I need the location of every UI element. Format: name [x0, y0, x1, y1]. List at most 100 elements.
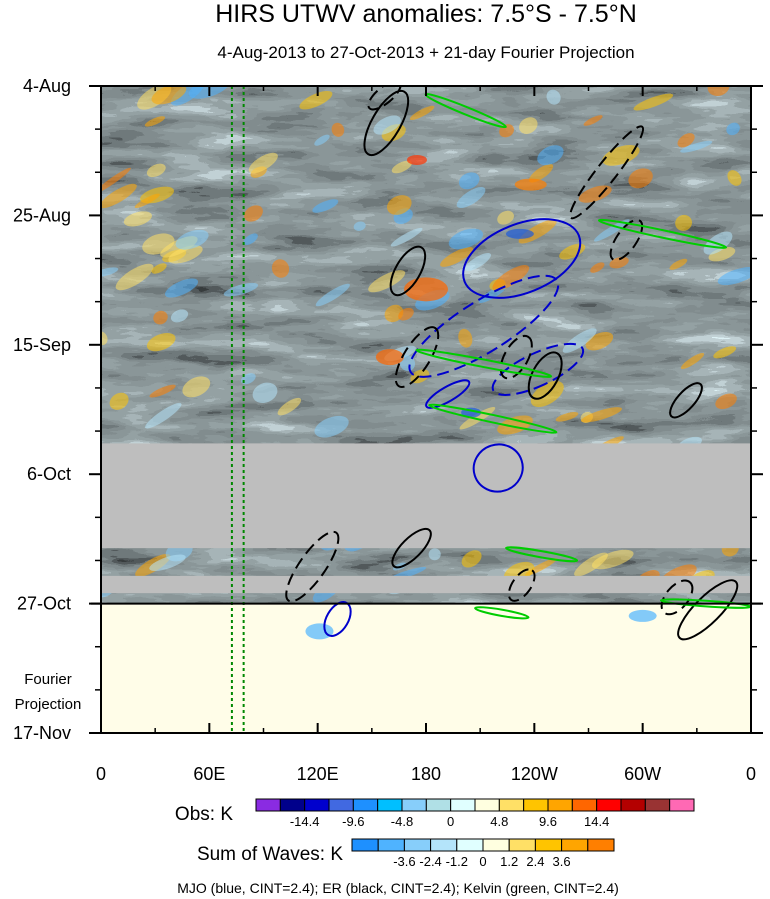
colorbar-swatch	[644, 798, 671, 812]
anomaly-blob	[562, 328, 597, 353]
x-tick-label: 120E	[297, 764, 339, 784]
colorbar-swatch	[498, 798, 525, 812]
anomaly-blob	[146, 163, 166, 178]
anomaly-feature	[406, 154, 427, 165]
anomaly-blob	[248, 152, 278, 174]
colorbar-tick-label: -4.8	[391, 814, 413, 829]
anomaly-blob	[456, 186, 486, 209]
anomaly-blob	[464, 252, 491, 272]
anomaly-blob	[559, 243, 586, 260]
colorbar-swatch	[508, 838, 536, 852]
colorbar-tick-label: 1.2	[500, 854, 518, 869]
colorbar-tick-label: 2.4	[526, 854, 544, 869]
anomaly-blob	[398, 307, 414, 321]
colorbar-swatch	[401, 798, 427, 812]
anomaly-blob	[628, 168, 653, 189]
er-contour	[609, 218, 644, 262]
anomaly-blob	[458, 328, 473, 348]
anomaly-blob	[726, 122, 740, 136]
anomaly-blob	[528, 164, 554, 183]
anomaly-blob	[312, 199, 339, 213]
anomaly-blob	[223, 282, 259, 297]
colorbar-swatch	[351, 838, 379, 852]
missing-data-band	[101, 575, 751, 594]
y-tick-label: 17-Nov	[13, 723, 71, 743]
x-tick-label: 0	[746, 764, 756, 784]
er-contour	[285, 530, 340, 603]
anomaly-blob	[591, 549, 634, 570]
x-axis: 0 60E 120E 180 120W 60W 0	[96, 86, 756, 784]
colorbar-tick-label: -3.6	[393, 854, 415, 869]
anomaly-blob	[151, 263, 167, 274]
waves-colorbar-label: Sum of Waves: K	[197, 844, 343, 865]
x-tick-label: 60W	[624, 764, 661, 784]
colorbar-swatch	[482, 838, 510, 852]
colorbar-swatch	[377, 838, 405, 852]
colorbar-tick-label: 4.8	[490, 814, 508, 829]
anomaly-blob	[578, 185, 612, 203]
mjo-contour	[408, 274, 560, 378]
er-contour	[367, 86, 402, 111]
anomaly-blob	[164, 278, 199, 298]
er-contour	[569, 125, 645, 220]
anomaly-blob	[315, 283, 350, 307]
colorbar-swatch	[474, 798, 500, 812]
anomaly-blob	[331, 122, 345, 137]
kelvin-contour	[415, 348, 553, 378]
contour-legend: MJO (blue, CINT=2.4); ER (black, CINT=2.…	[177, 880, 619, 896]
er-contour	[394, 326, 440, 388]
er-contour	[391, 527, 432, 569]
anomaly-blob	[390, 227, 423, 247]
anomaly-blob	[583, 115, 603, 126]
anomaly-blob	[109, 392, 129, 410]
colorbar-tick-label: 3.6	[553, 854, 571, 869]
colorbar-tick-label: 14.4	[584, 814, 609, 829]
missing-data-bands	[101, 443, 751, 594]
anomaly-blob	[252, 382, 278, 404]
colorbar-swatch	[456, 838, 484, 852]
anomaly-feature	[628, 609, 657, 622]
anomaly-blob	[101, 267, 119, 278]
anomaly-feature	[404, 277, 448, 302]
colorbar-swatch	[403, 838, 432, 852]
colorbar-tick-label: 9.6	[539, 814, 557, 829]
anomaly-blob	[243, 233, 258, 246]
x-tick-label: 60E	[193, 764, 225, 784]
anomaly-blob	[123, 211, 152, 227]
anomaly-blob	[175, 229, 209, 250]
anomaly-blob	[727, 170, 742, 186]
y-tick-label: 25-Aug	[13, 205, 71, 225]
anomaly-blob	[146, 332, 176, 352]
anomaly-blob	[458, 172, 480, 190]
obs-colorbar: -14.4 -9.6 -4.8 0 4.8 9.6 14.4	[255, 798, 695, 829]
anomaly-blob	[492, 265, 530, 291]
colorbar-tick-label: -2.4	[419, 854, 441, 869]
anomaly-blob	[546, 89, 561, 105]
anomaly-blob	[144, 116, 166, 127]
er-contour	[363, 89, 410, 157]
anomaly-blob	[115, 263, 154, 291]
y-tick-label: 15-Sep	[13, 335, 71, 355]
anomaly-blob	[593, 219, 630, 242]
anomaly-blob	[145, 402, 182, 429]
anomaly-blob	[182, 376, 211, 398]
y-tick-label: 6-Oct	[27, 464, 71, 484]
wave-contours	[285, 86, 751, 641]
anomaly-blob	[497, 415, 533, 435]
anomaly-blob	[519, 117, 538, 134]
anomaly-blob	[368, 270, 406, 293]
anomaly-blob	[633, 93, 674, 111]
anomaly-blob	[715, 393, 737, 410]
colorbar-swatch	[450, 798, 476, 812]
anomaly-blob	[675, 214, 693, 231]
anomaly-blob	[677, 133, 695, 148]
colorbar-swatch	[547, 798, 573, 812]
anomaly-blob	[149, 554, 186, 572]
y-tick-label: 4-Aug	[23, 76, 71, 96]
anomaly-feature	[375, 349, 404, 366]
anomaly-blob	[580, 407, 623, 423]
x-tick-label: 0	[96, 764, 106, 784]
anomaly-field	[101, 86, 751, 733]
mjo-contour	[462, 218, 582, 299]
